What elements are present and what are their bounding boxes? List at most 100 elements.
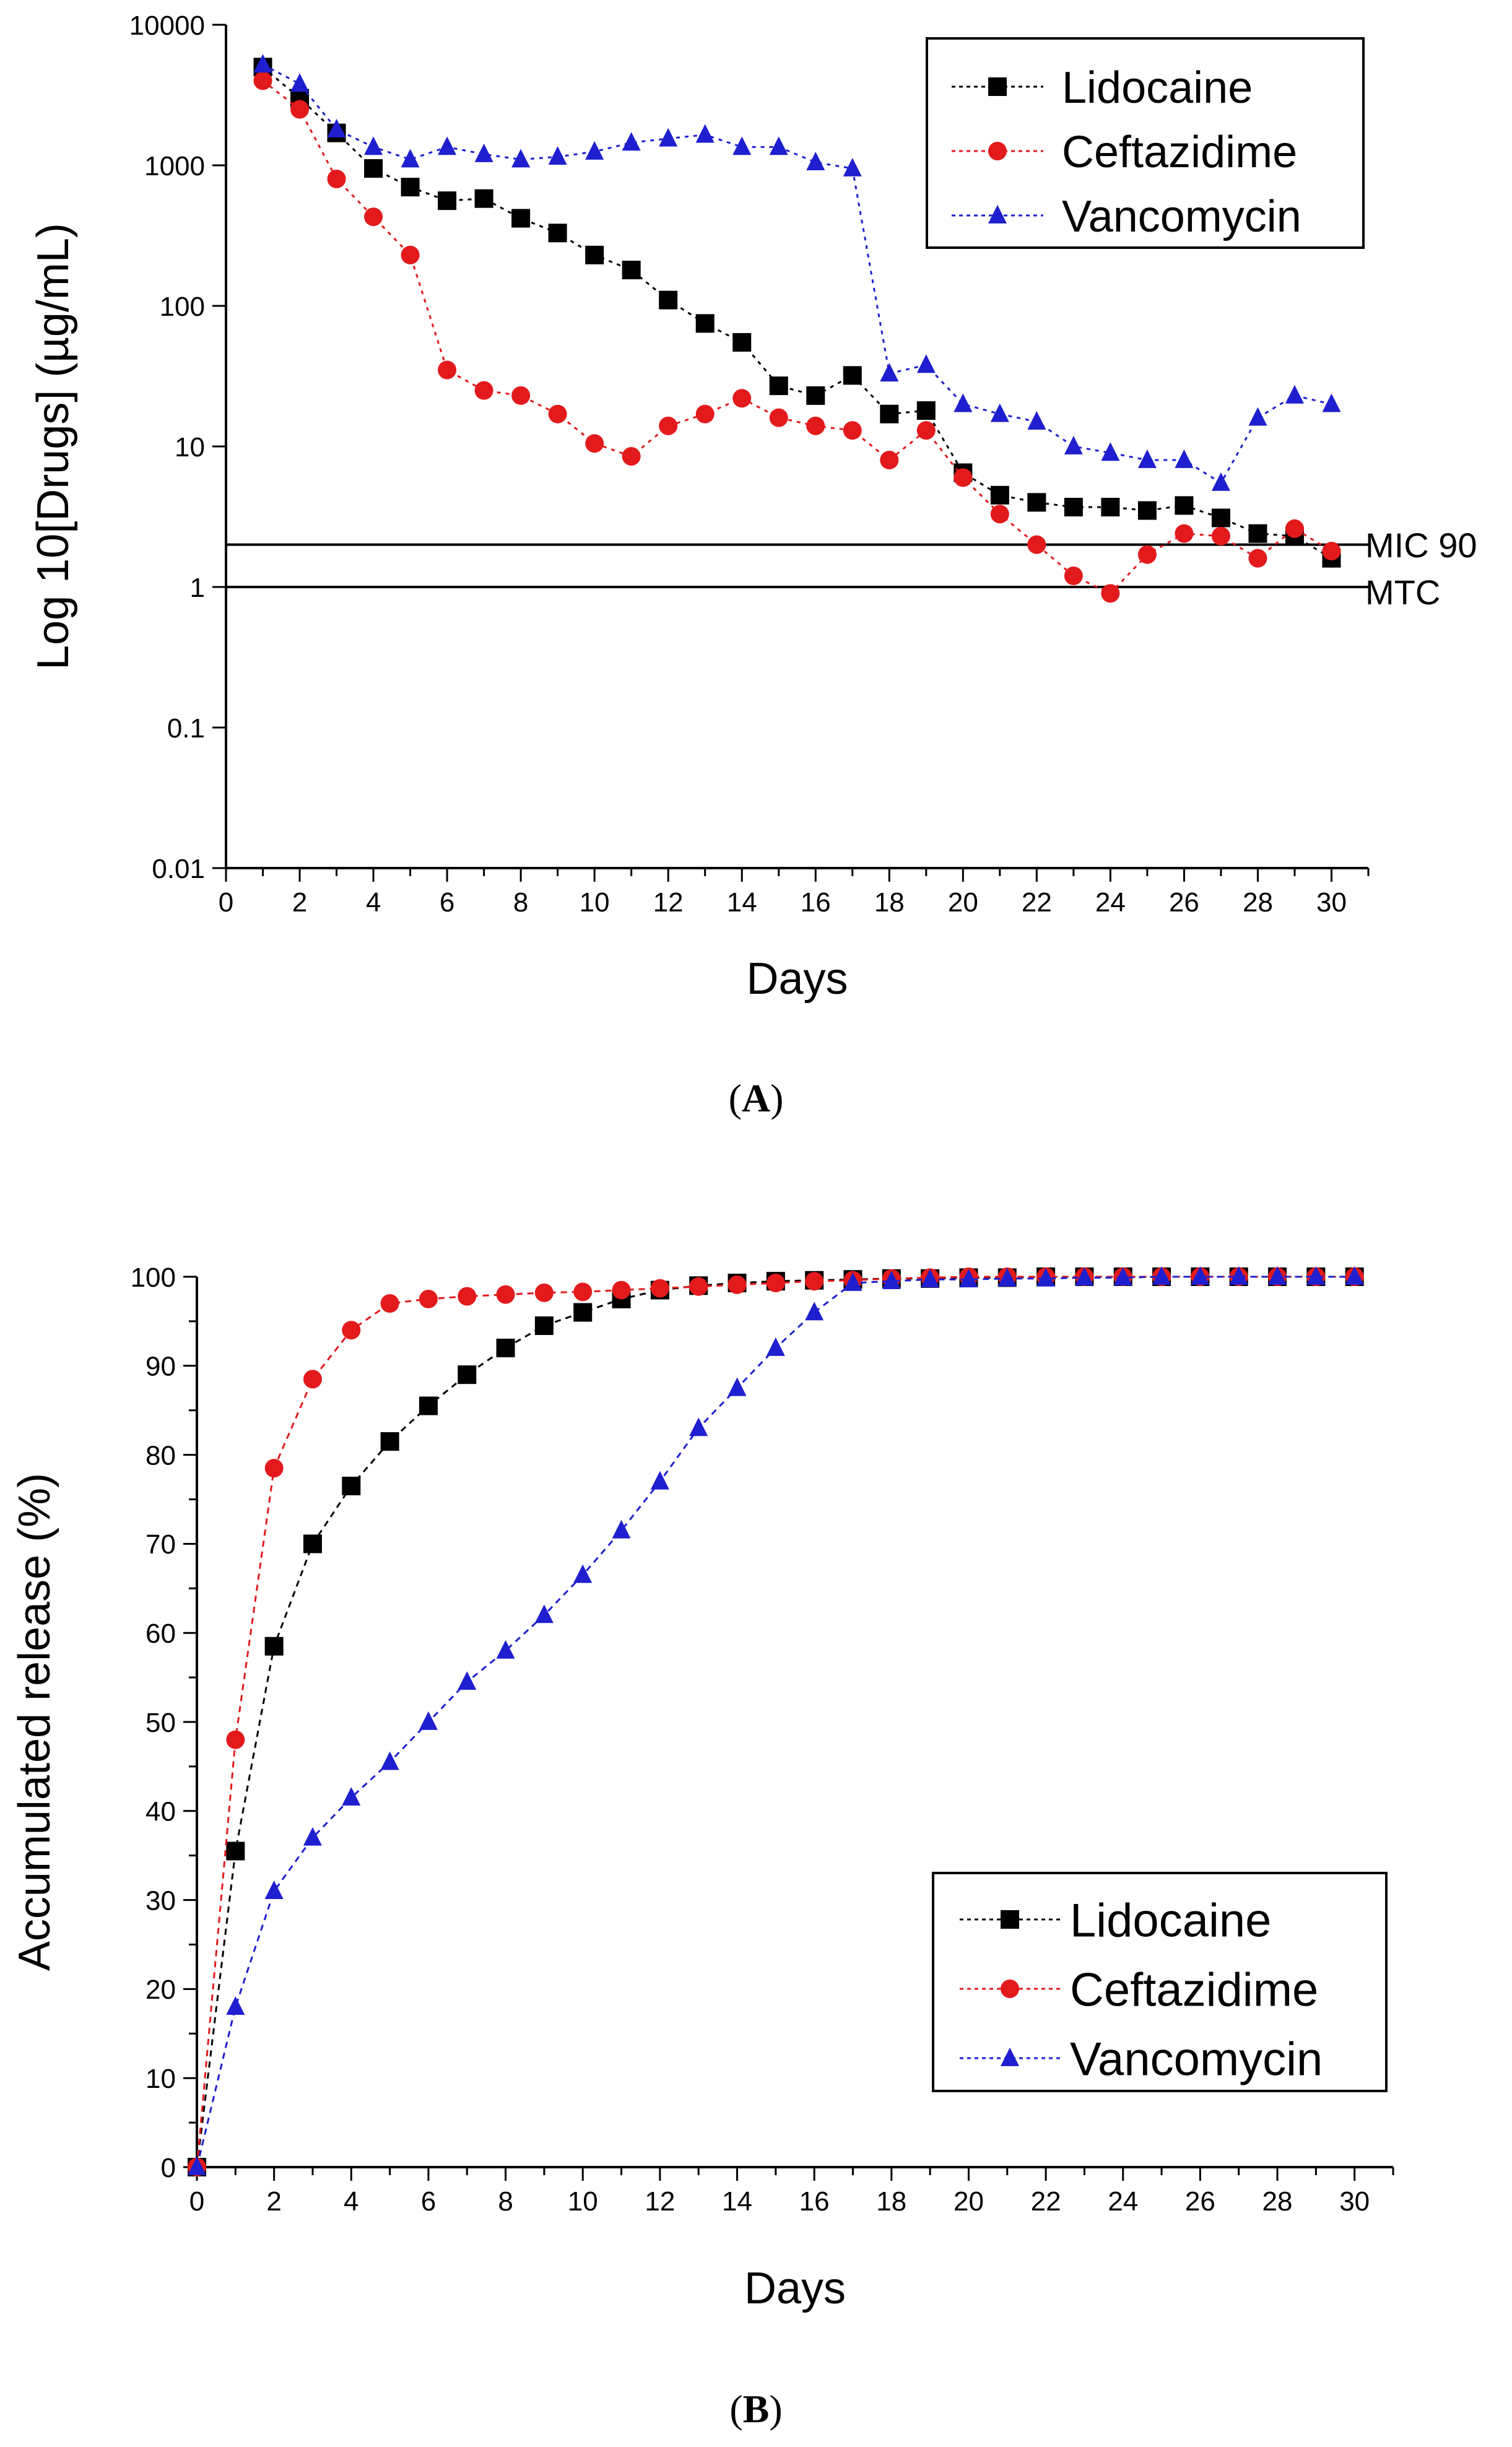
panel-a-y-tick-label-2: 1 (190, 573, 205, 603)
panel-b-series-vancomycin-point-14 (728, 1377, 747, 1396)
panel-b-series-lidocaine-point-9 (534, 1316, 554, 1336)
panel-b-series-ceftazidime-point-4 (342, 1321, 361, 1340)
chart-panel-a: 0 2 4 6 8 10 12 14 16 18 20 22 24 26 28 300.010.1110100… (28, 11, 1477, 1120)
panel-a-series-ceftazidime-point-7 (474, 381, 493, 400)
panel-a-series-lidocaine-point-13 (695, 314, 715, 333)
panel-a-series-vancomycin-point-24 (1101, 442, 1120, 461)
panel-a-series-ceftazidime-point-19 (916, 421, 936, 440)
panel-a-series-vancomycin-point-5 (401, 149, 420, 168)
panel-a-series-lidocaine-point-10 (585, 245, 604, 264)
panel-a-series-vancomycin-point-25 (1137, 449, 1157, 468)
panel-b-series-ceftazidime-point-13 (689, 1277, 708, 1296)
panel-a-y-tick-label-4: 100 (160, 292, 205, 322)
panel-a-series-lidocaine-point-27 (1211, 508, 1230, 528)
panel-a-series-ceftazidime-point-23 (1064, 567, 1083, 586)
panel-a-x-tick-label-16: 16 (801, 887, 831, 918)
panel-a-series-vancomycin-point-1 (253, 54, 272, 73)
panel-b-series-vancomycin-point-27 (1229, 1266, 1248, 1285)
panel-a-x-tick-label-24: 24 (1095, 887, 1126, 918)
panel-a-y-tick-label-3: 10 (175, 432, 205, 463)
panel-a-series-lidocaine-point-25 (1137, 501, 1157, 520)
panel-b-y-tick-label-3: 30 (146, 1885, 176, 1916)
panel-a-series-ceftazidime-point-16 (806, 416, 825, 435)
panel-a-x-tick-label-22: 22 (1022, 887, 1052, 918)
panel-a-series-ceftazidime-point-27 (1211, 526, 1230, 545)
panel-b-series-vancomycin-point-2 (264, 1880, 284, 1900)
panel-b-series-ceftazidime-point-2 (264, 1459, 284, 1478)
panel-a-series-vancomycin-point-17 (843, 157, 862, 176)
panel-a-series-ceftazidime-point-21 (990, 505, 1009, 524)
panel-a-series-ceftazidime-point-24 (1101, 584, 1120, 603)
panel-b-series-vancomycin-point-5 (380, 1751, 399, 1770)
panel-a-series-vancomycin-point-20 (954, 393, 973, 412)
panel-b-series-ceftazidime-point-11 (612, 1280, 631, 1300)
panel-b-x-tick-label-0: 0 (189, 2186, 204, 2217)
panel-a-series-lidocaine-point-28 (1248, 524, 1267, 543)
panel-a-series-vancomycin-point-14 (732, 136, 752, 155)
panel-b-y-tick-label-9: 90 (146, 1352, 176, 1382)
panel-a-series-lidocaine-point-5 (401, 178, 420, 197)
panel-a-series-ceftazidime-point-1 (253, 71, 272, 90)
panel-b-legend-ceftazidime-marker (1001, 1980, 1019, 1998)
panel-b-series-vancomycin-point-25 (1152, 1266, 1171, 1285)
panel-a-x-tick-label-30: 30 (1316, 887, 1347, 918)
panel-b-x-tick-label-24: 24 (1108, 2186, 1138, 2217)
panel-a-x-tick-label-28: 28 (1243, 887, 1273, 918)
panel-a-series-ceftazidime-point-17 (843, 421, 862, 440)
panel-a-y-tick-label-0: 0.01 (152, 854, 205, 884)
panel-b-series-vancomycin-point-8 (496, 1640, 515, 1659)
panel-b-series-vancomycin-point-9 (534, 1604, 554, 1623)
panel-b-series-vancomycin-point-1 (226, 1996, 245, 2015)
panel-a-series-vancomycin-point-8 (511, 149, 531, 168)
panel-a-series-ceftazidime-point-3 (327, 169, 346, 188)
panel-b-x-tick-label-18: 18 (876, 2186, 906, 2217)
panel-b-series-vancomycin-point-17 (843, 1272, 862, 1291)
panel-a-series-lidocaine-point-21 (990, 485, 1009, 505)
panel-b-series-lidocaine-point-7 (458, 1365, 477, 1384)
panel-a-series-vancomycin-point-23 (1064, 435, 1083, 454)
panel-b-series-lidocaine-point-5 (380, 1432, 399, 1451)
panel-b-series-vancomycin-point-28 (1268, 1266, 1287, 1285)
panel-a-x-tick-label-12: 12 (653, 887, 684, 918)
panel-a-series-ceftazidime-point-10 (585, 434, 604, 453)
panel-a-series-lidocaine-point-11 (622, 261, 641, 280)
panel-b-x-tick-label-22: 22 (1031, 2186, 1061, 2217)
panel-a-series-ceftazidime-point-20 (954, 468, 973, 487)
panel-a-series-ceftazidime-point-11 (622, 447, 641, 466)
panel-a-legend-ceftazidime-label: Ceftazidime (1062, 128, 1297, 177)
panel-b-series-ceftazidime-point-10 (573, 1282, 593, 1302)
panel-a-series-vancomycin-point-16 (806, 152, 825, 171)
panel-a-series-lidocaine-point-23 (1064, 498, 1083, 517)
panel-b-series-vancomycin-point-21 (997, 1267, 1017, 1287)
panel-a-legend-ceftazidime-marker (988, 142, 1007, 160)
panel-b-x-tick-label-6: 6 (421, 2186, 436, 2217)
panel-b-series-vancomycin-point-26 (1191, 1266, 1210, 1285)
panel-a-series-ceftazidime-point-9 (548, 404, 567, 424)
panel-a-series-lidocaine-point-7 (474, 189, 493, 208)
panel-a-x-tick-label-20: 20 (948, 887, 978, 918)
panel-b-series-ceftazidime-point-12 (650, 1279, 669, 1298)
panel-a-series-ceftazidime-point-14 (732, 389, 752, 408)
panel-b-series-ceftazidime-point-9 (534, 1283, 554, 1302)
panel-a-series-vancomycin-point-22 (1027, 411, 1046, 430)
panel-b-x-tick-label-28: 28 (1262, 2186, 1293, 2217)
panel-b-series-ceftazidime-point-16 (805, 1272, 824, 1291)
panel-b-legend-vancomycin-marker (1001, 2047, 1019, 2066)
panel-a-x-tick-label-14: 14 (727, 887, 757, 918)
panel-a-series-ceftazidime-point-4 (364, 207, 383, 227)
panel-a-series-ceftazidime-point-2 (290, 100, 310, 119)
panel-a-series-ceftazidime-point-28 (1248, 549, 1267, 568)
panel-b-series-vancomycin-point-3 (303, 1827, 322, 1846)
panel-a-series-vancomycin-point-29 (1285, 385, 1304, 404)
panel-b-y-axis-label: Accumulated release (%) (10, 1473, 59, 1971)
panel-b-legend-vancomycin-label: Vancomycin (1070, 2033, 1323, 2085)
panel-b-series-vancomycin-point-12 (650, 1471, 669, 1490)
panel-a-legend-lidocaine-label: Lidocaine (1062, 63, 1253, 113)
panel-b-series-vancomycin-point-11 (612, 1519, 631, 1539)
panel-a-series-lidocaine-point-8 (511, 209, 531, 228)
panel-a-x-tick-label-0: 0 (219, 887, 233, 918)
panel-a-series-vancomycin-point-11 (622, 132, 641, 151)
panel-b-x-tick-label-30: 30 (1339, 2186, 1370, 2217)
panel-b-series-lidocaine-point-1 (226, 1841, 245, 1861)
